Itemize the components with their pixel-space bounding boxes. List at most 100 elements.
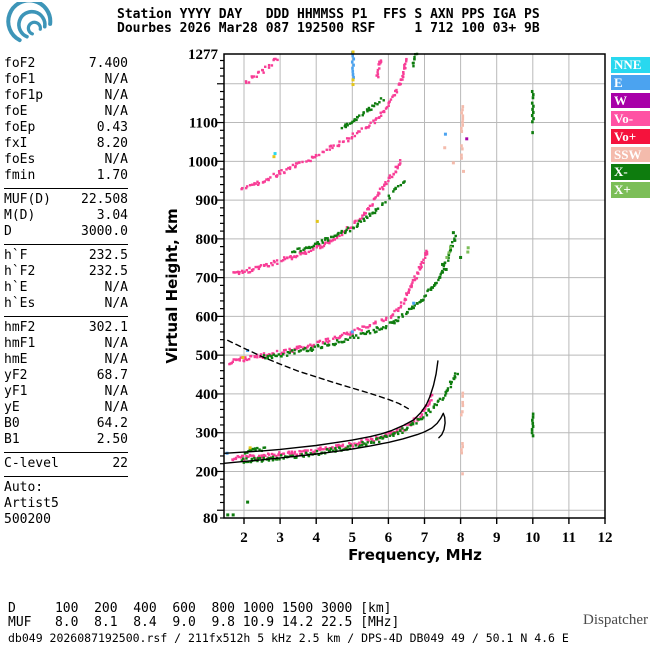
x-tick-label: 9 bbox=[493, 530, 501, 546]
param-value: 1.70 bbox=[96, 168, 128, 183]
y-tick-label: 300 bbox=[196, 426, 219, 442]
dots-marker-dots bbox=[241, 50, 355, 450]
param-row: fxI 8.20 bbox=[4, 136, 128, 152]
y-tick-label: 1000 bbox=[188, 154, 218, 170]
trace-F-trace-4hop-X-spur bbox=[411, 52, 419, 68]
muf-table-d-row: D 100 200 400 600 800 1000 1500 3000 [km… bbox=[8, 601, 392, 616]
column-interference-x bbox=[530, 89, 535, 438]
param-row: foEs N/A bbox=[4, 152, 128, 168]
dots-sporadic-dots bbox=[226, 231, 463, 517]
param-value: N/A bbox=[104, 296, 128, 311]
panel-divider bbox=[4, 188, 128, 189]
param-value: N/A bbox=[104, 88, 128, 103]
dots-w-echo-dots bbox=[465, 137, 469, 141]
param-value: N/A bbox=[104, 152, 128, 167]
dots-nne-echo-dots bbox=[273, 152, 277, 156]
param-label: fxI bbox=[4, 136, 28, 151]
param-row: foF1 N/A bbox=[4, 72, 128, 88]
curve-artist-model-o-trace bbox=[223, 360, 439, 454]
param-row: hmE N/A bbox=[4, 352, 128, 368]
y-tick-label: 400 bbox=[196, 387, 219, 403]
trace-F-trace-5hop-O bbox=[244, 57, 279, 84]
param-row: yF1 N/A bbox=[4, 384, 128, 400]
param-label: C-level bbox=[4, 456, 59, 471]
param-value: 0.43 bbox=[96, 120, 128, 135]
param-row: yE N/A bbox=[4, 400, 128, 416]
dots-x-plus-dots bbox=[445, 245, 470, 259]
trace-F-trace-4hop-X bbox=[340, 97, 385, 130]
x-tick-label: 7 bbox=[421, 530, 429, 546]
param-label: foE bbox=[4, 104, 28, 119]
x-axis-title: Frequency, MHz bbox=[348, 546, 482, 564]
y-tick-label: 200 bbox=[196, 464, 219, 480]
plot-axes: 1277 1100 1000 900 800 700 600 500 400 300 200 80 2 3… bbox=[188, 47, 613, 546]
param-value: 302.1 bbox=[88, 320, 128, 335]
param-value: 68.7 bbox=[96, 368, 128, 383]
station-logo-icon bbox=[6, 2, 53, 43]
y-tick-label: 800 bbox=[196, 232, 219, 248]
trace-F-trace-4hop-O-spur bbox=[375, 59, 383, 79]
column-interference-ssw bbox=[459, 105, 465, 476]
dots-e-echo-dots bbox=[225, 132, 447, 455]
y-tick-label: 700 bbox=[196, 271, 219, 287]
param-row: B1 2.50 bbox=[4, 432, 128, 448]
param-label: foF1p bbox=[4, 88, 44, 103]
legend-item-SSW: SSW bbox=[611, 146, 650, 162]
param-label: h`F2 bbox=[4, 264, 36, 279]
param-row: h`F 232.5 bbox=[4, 248, 128, 264]
muf-table-muf-row: MUF 8.0 8.1 8.4 9.0 9.8 10.9 14.2 22.5 [… bbox=[8, 615, 400, 630]
y-tick-label: 500 bbox=[196, 348, 219, 364]
column-interference-e bbox=[350, 51, 356, 80]
param-value: 22.508 bbox=[81, 192, 128, 207]
param-row: yF2 68.7 bbox=[4, 368, 128, 384]
param-row: B0 64.2 bbox=[4, 416, 128, 432]
x-tick-label: 10 bbox=[525, 530, 540, 546]
param-value: 22 bbox=[112, 456, 128, 471]
param-label: h`E bbox=[4, 280, 28, 295]
param-row: h`F2 232.5 bbox=[4, 264, 128, 280]
param-row: hmF1 N/A bbox=[4, 336, 128, 352]
panel-divider bbox=[4, 244, 128, 245]
param-value: 2.50 bbox=[96, 432, 128, 447]
trace-F-trace-2hop-O bbox=[228, 249, 429, 366]
legend-item-NNE: NNE bbox=[611, 57, 650, 73]
param-label: hmF2 bbox=[4, 320, 36, 335]
x-tick-label: 11 bbox=[562, 530, 576, 546]
param-row: hmF2 302.1 bbox=[4, 320, 128, 336]
x-tick-label: 4 bbox=[312, 530, 320, 546]
param-value: N/A bbox=[104, 336, 128, 351]
param-row: foF2 7.400 bbox=[4, 56, 128, 72]
legend-item-E: E bbox=[611, 74, 650, 91]
param-row: fmin 1.70 bbox=[4, 168, 128, 184]
param-row: foEp 0.43 bbox=[4, 120, 128, 136]
legend-item-Vo+: Vo+ bbox=[611, 128, 650, 145]
param-value: 8.20 bbox=[96, 136, 128, 151]
param-value: 232.5 bbox=[88, 248, 128, 263]
param-row: MUF(D) 22.508 bbox=[4, 192, 128, 208]
trace-F-trace-4hop-O bbox=[240, 57, 408, 191]
param-label: B0 bbox=[4, 416, 20, 431]
y-tick-label: 900 bbox=[196, 193, 219, 209]
param-value: N/A bbox=[104, 72, 128, 87]
file-info-line: db049 2026087192500.rsf / 211fx512h 5 kH… bbox=[8, 631, 569, 645]
param-label: D bbox=[4, 224, 12, 239]
param-label: B1 bbox=[4, 432, 20, 447]
x-tick-label: 12 bbox=[598, 530, 613, 546]
param-value: N/A bbox=[104, 280, 128, 295]
param-value: 3.04 bbox=[96, 208, 128, 223]
param-label: yF1 bbox=[4, 384, 28, 399]
param-value: N/A bbox=[104, 352, 128, 367]
x-tick-label: 3 bbox=[276, 530, 284, 546]
panel-divider bbox=[4, 476, 128, 477]
x-tick-label: 2 bbox=[240, 530, 248, 546]
param-row: foF1p N/A bbox=[4, 88, 128, 104]
legend-item-X-: X- bbox=[611, 164, 650, 180]
param-value: N/A bbox=[104, 384, 128, 399]
param-value: N/A bbox=[104, 400, 128, 415]
autoscaling-info-line: Auto: bbox=[4, 480, 44, 495]
param-value: 64.2 bbox=[96, 416, 128, 431]
y-axis-title: Virtual Height, km bbox=[163, 208, 181, 363]
param-row: h`E N/A bbox=[4, 280, 128, 296]
plot-grid bbox=[224, 54, 606, 518]
